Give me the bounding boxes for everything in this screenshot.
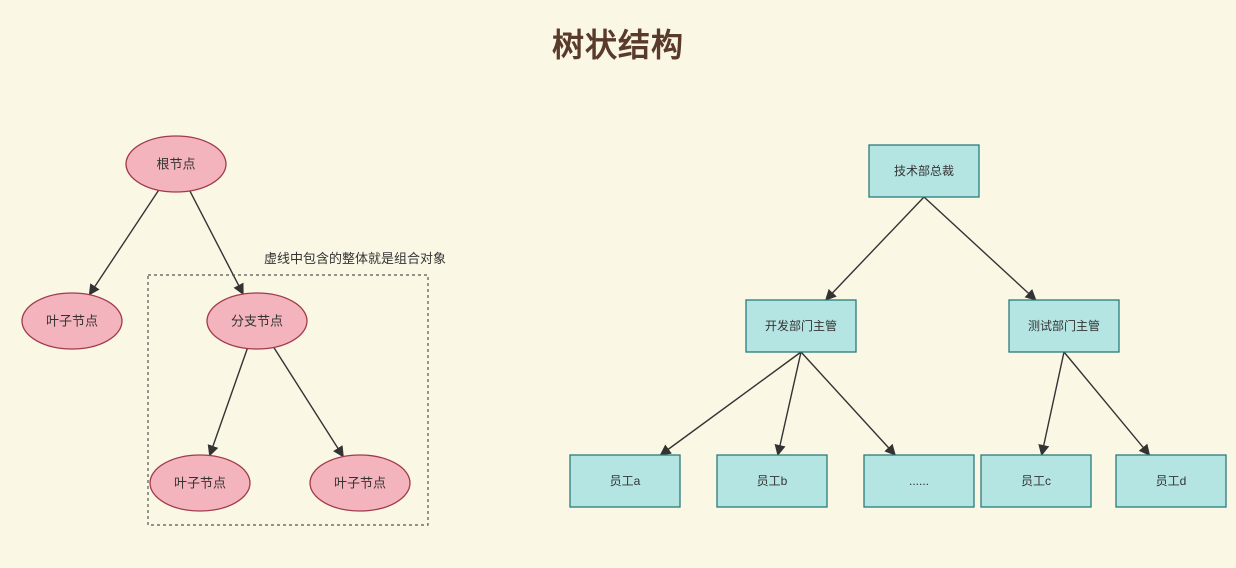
svg-text:员工a: 员工a [610,474,641,488]
svg-text:......: ...... [909,474,929,488]
org-node-ea: 员工a [570,455,680,507]
svg-text:员工c: 员工c [1021,474,1051,488]
tree-node-root: 根节点 [126,136,226,192]
svg-text:开发部门主管: 开发部门主管 [765,318,837,333]
svg-text:根节点: 根节点 [156,157,195,172]
org-node-ceo: 技术部总裁 [869,145,979,197]
svg-text:员工b: 员工b [757,474,788,488]
tree-node-leaf2: 叶子节点 [150,455,250,511]
org-node-qa: 测试部门主管 [1009,300,1119,352]
svg-text:叶子节点: 叶子节点 [174,476,226,491]
org-node-ed: 员工d [1116,455,1226,507]
composite-annotation: 虚线中包含的整体就是组合对象 [264,248,446,267]
org-node-eb: 员工b [717,455,827,507]
svg-text:技术部总裁: 技术部总裁 [894,163,954,178]
tree-node-leaf3: 叶子节点 [310,455,410,511]
svg-text:叶子节点: 叶子节点 [46,314,98,329]
diagram-canvas: 根节点叶子节点分支节点叶子节点叶子节点技术部总裁开发部门主管测试部门主管员工a员… [0,0,1236,568]
org-node-dev: 开发部门主管 [746,300,856,352]
svg-text:叶子节点: 叶子节点 [334,476,386,491]
tree-node-branch: 分支节点 [207,293,307,349]
svg-text:测试部门主管: 测试部门主管 [1028,318,1100,333]
tree-node-leaf1: 叶子节点 [22,293,122,349]
svg-text:员工d: 员工d [1156,474,1187,488]
org-node-edot: ...... [864,455,974,507]
svg-text:分支节点: 分支节点 [231,314,283,329]
org-node-ec: 员工c [981,455,1091,507]
